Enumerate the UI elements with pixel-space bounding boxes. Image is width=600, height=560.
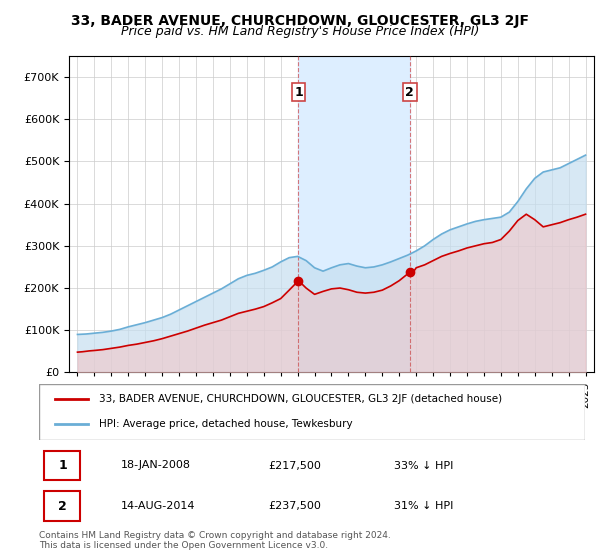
Text: 2: 2 [406, 86, 414, 99]
Text: 1: 1 [294, 86, 303, 99]
Text: 31% ↓ HPI: 31% ↓ HPI [394, 501, 453, 511]
FancyBboxPatch shape [44, 492, 80, 521]
Text: 2: 2 [58, 500, 67, 512]
Text: £237,500: £237,500 [268, 501, 321, 511]
Text: £217,500: £217,500 [268, 460, 321, 470]
Text: Price paid vs. HM Land Registry's House Price Index (HPI): Price paid vs. HM Land Registry's House … [121, 25, 479, 38]
Bar [298, 56, 410, 372]
Text: Contains HM Land Registry data © Crown copyright and database right 2024.
This d: Contains HM Land Registry data © Crown c… [39, 530, 391, 550]
Text: 14-AUG-2014: 14-AUG-2014 [121, 501, 196, 511]
Text: 33, BADER AVENUE, CHURCHDOWN, GLOUCESTER, GL3 2JF: 33, BADER AVENUE, CHURCHDOWN, GLOUCESTER… [71, 14, 529, 28]
Text: 33, BADER AVENUE, CHURCHDOWN, GLOUCESTER, GL3 2JF (detached house): 33, BADER AVENUE, CHURCHDOWN, GLOUCESTER… [99, 394, 502, 404]
Text: 1: 1 [58, 459, 67, 472]
FancyBboxPatch shape [44, 451, 80, 480]
Text: 18-JAN-2008: 18-JAN-2008 [121, 460, 191, 470]
Text: HPI: Average price, detached house, Tewkesbury: HPI: Average price, detached house, Tewk… [99, 419, 353, 429]
FancyBboxPatch shape [39, 384, 585, 440]
Text: 33% ↓ HPI: 33% ↓ HPI [394, 460, 453, 470]
